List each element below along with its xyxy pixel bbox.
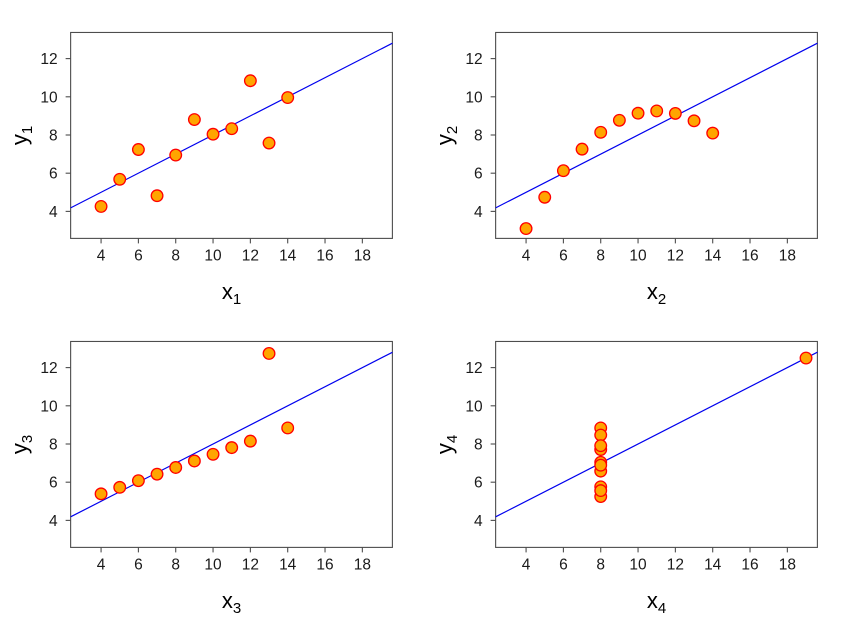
svg-text:4: 4 bbox=[49, 204, 58, 221]
svg-text:12: 12 bbox=[242, 247, 259, 264]
svg-text:10: 10 bbox=[629, 556, 647, 573]
svg-text:12: 12 bbox=[667, 556, 684, 573]
svg-text:14: 14 bbox=[704, 556, 722, 573]
svg-text:8: 8 bbox=[49, 437, 58, 454]
svg-text:y3: y3 bbox=[7, 435, 36, 454]
svg-text:6: 6 bbox=[474, 475, 483, 492]
svg-text:8: 8 bbox=[171, 556, 180, 573]
svg-text:4: 4 bbox=[97, 556, 106, 573]
svg-text:8: 8 bbox=[171, 247, 180, 264]
svg-text:x1: x1 bbox=[222, 279, 241, 308]
svg-text:18: 18 bbox=[779, 556, 796, 573]
svg-text:18: 18 bbox=[779, 247, 796, 264]
svg-text:6: 6 bbox=[49, 475, 58, 492]
svg-text:x4: x4 bbox=[647, 588, 666, 617]
svg-text:14: 14 bbox=[279, 556, 297, 573]
svg-text:12: 12 bbox=[465, 360, 482, 377]
svg-text:6: 6 bbox=[474, 166, 483, 183]
svg-text:4: 4 bbox=[522, 247, 531, 264]
svg-text:16: 16 bbox=[316, 247, 333, 264]
svg-text:6: 6 bbox=[49, 166, 58, 183]
svg-text:4: 4 bbox=[474, 513, 483, 530]
svg-text:10: 10 bbox=[465, 398, 483, 415]
svg-text:10: 10 bbox=[465, 89, 483, 106]
svg-text:8: 8 bbox=[596, 247, 605, 264]
svg-text:y1: y1 bbox=[7, 126, 36, 145]
svg-text:12: 12 bbox=[40, 51, 57, 68]
svg-text:10: 10 bbox=[204, 556, 222, 573]
svg-text:x2: x2 bbox=[647, 279, 666, 308]
svg-text:18: 18 bbox=[354, 247, 371, 264]
svg-text:14: 14 bbox=[279, 247, 297, 264]
svg-text:16: 16 bbox=[741, 247, 758, 264]
svg-text:16: 16 bbox=[316, 556, 333, 573]
svg-text:12: 12 bbox=[40, 360, 57, 377]
svg-text:16: 16 bbox=[741, 556, 758, 573]
svg-text:12: 12 bbox=[465, 51, 482, 68]
svg-text:8: 8 bbox=[596, 556, 605, 573]
svg-text:4: 4 bbox=[474, 204, 483, 221]
svg-text:10: 10 bbox=[629, 247, 647, 264]
svg-text:10: 10 bbox=[40, 89, 58, 106]
svg-text:12: 12 bbox=[667, 247, 684, 264]
svg-text:8: 8 bbox=[474, 437, 483, 454]
svg-text:8: 8 bbox=[474, 128, 483, 145]
svg-text:10: 10 bbox=[40, 398, 58, 415]
svg-text:4: 4 bbox=[97, 247, 106, 264]
svg-text:4: 4 bbox=[49, 513, 58, 530]
svg-text:12: 12 bbox=[242, 556, 259, 573]
svg-text:14: 14 bbox=[704, 247, 722, 264]
svg-text:y4: y4 bbox=[432, 435, 461, 454]
svg-text:x3: x3 bbox=[222, 588, 241, 617]
svg-text:8: 8 bbox=[49, 128, 58, 145]
svg-text:6: 6 bbox=[559, 556, 568, 573]
svg-text:6: 6 bbox=[559, 247, 568, 264]
svg-text:18: 18 bbox=[354, 556, 371, 573]
svg-text:10: 10 bbox=[204, 247, 222, 264]
svg-text:4: 4 bbox=[522, 556, 531, 573]
svg-text:6: 6 bbox=[134, 556, 143, 573]
svg-text:6: 6 bbox=[134, 247, 143, 264]
svg-text:y2: y2 bbox=[432, 126, 461, 145]
